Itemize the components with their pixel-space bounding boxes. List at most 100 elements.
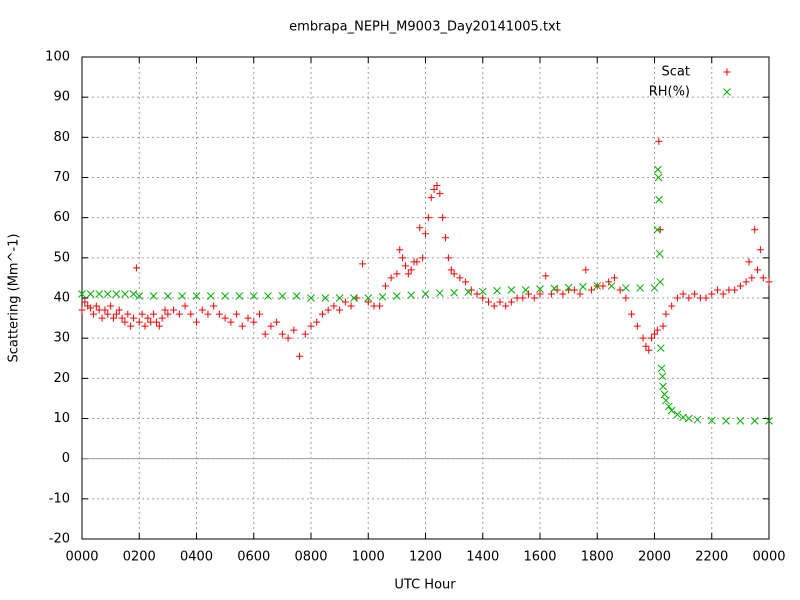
point (419, 254, 427, 262)
point (435, 289, 444, 298)
point (685, 294, 693, 302)
point (121, 318, 129, 326)
y-tick-label: 90 (53, 90, 70, 105)
point (109, 314, 117, 322)
point (662, 310, 670, 318)
point (233, 310, 241, 318)
point (192, 292, 201, 300)
point (401, 262, 409, 270)
point (238, 322, 246, 330)
point (639, 334, 647, 342)
point (393, 292, 401, 300)
point (330, 302, 338, 310)
point (450, 270, 458, 278)
point (582, 266, 590, 274)
point (559, 290, 567, 298)
x-tick-label: 1000 (352, 550, 385, 565)
point (748, 274, 756, 282)
point (118, 314, 126, 322)
point (164, 292, 172, 300)
point (605, 278, 613, 286)
point (307, 294, 315, 302)
point (439, 214, 447, 222)
point (124, 310, 132, 318)
point (490, 302, 498, 310)
point (656, 344, 665, 353)
point (693, 415, 702, 424)
point (87, 304, 95, 312)
y-tick-label: 100 (45, 50, 70, 65)
point (707, 416, 716, 425)
point (657, 364, 666, 373)
point (653, 326, 661, 334)
point (135, 318, 143, 326)
y-tick-label: -10 (49, 491, 70, 506)
y-tick-label: -20 (49, 532, 70, 547)
point (593, 282, 602, 290)
point (107, 302, 115, 310)
point (141, 322, 149, 330)
chart-title: embrapa_NEPH_M9003_Day20141005.txt (289, 20, 561, 35)
point (149, 292, 158, 300)
point (421, 290, 430, 298)
point (313, 318, 321, 326)
point (181, 302, 189, 310)
point (664, 402, 673, 411)
point (81, 298, 89, 306)
point (633, 322, 641, 330)
point (144, 314, 152, 322)
point (175, 310, 183, 318)
point (98, 314, 106, 322)
point (350, 294, 358, 302)
point (101, 306, 109, 314)
x-tick-label: 1400 (466, 550, 499, 565)
point (178, 292, 187, 300)
point (129, 290, 138, 298)
x-tick-label: 0800 (294, 550, 327, 565)
point (284, 334, 292, 342)
point (387, 274, 395, 282)
point (292, 292, 301, 300)
point (267, 322, 275, 330)
point (198, 306, 206, 314)
point (324, 306, 332, 314)
point (206, 292, 215, 300)
point (204, 310, 212, 318)
point (296, 352, 304, 360)
point (416, 224, 424, 232)
y-tick-label: 40 (53, 291, 70, 306)
point (158, 314, 166, 322)
point (152, 318, 160, 326)
x-tick-label: 2200 (695, 550, 728, 565)
point (708, 290, 716, 298)
point (442, 234, 450, 242)
point (579, 282, 587, 291)
point (115, 306, 123, 314)
point (456, 274, 464, 282)
point (659, 382, 667, 391)
point (642, 342, 650, 350)
legend-label: Scat (662, 65, 690, 80)
point (104, 310, 112, 318)
point (155, 322, 163, 330)
point (610, 274, 618, 282)
point (86, 290, 95, 298)
y-tick-label: 60 (53, 210, 70, 225)
point (742, 278, 750, 286)
point (588, 286, 596, 294)
point (404, 270, 412, 278)
x-tick-label: 0600 (237, 550, 270, 565)
point (467, 286, 475, 294)
point (95, 290, 104, 298)
point (341, 298, 349, 306)
point (318, 310, 326, 318)
point (255, 310, 263, 318)
point (684, 414, 693, 423)
point (736, 282, 744, 290)
point (765, 417, 773, 425)
point (754, 266, 762, 274)
point (78, 290, 86, 298)
point (427, 194, 435, 202)
point (430, 186, 438, 194)
